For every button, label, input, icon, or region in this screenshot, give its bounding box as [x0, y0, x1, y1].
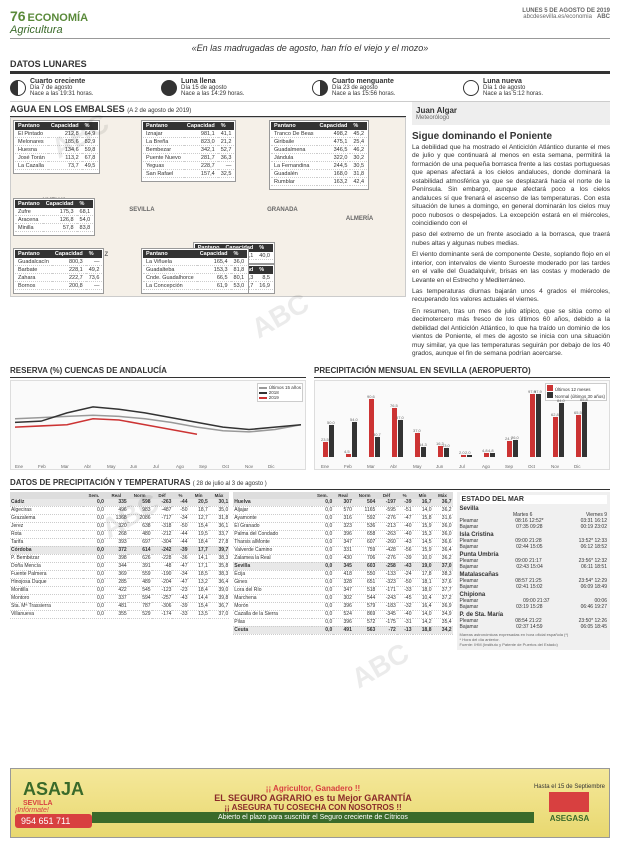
moon-icon — [463, 80, 479, 96]
bar — [559, 403, 564, 456]
bar — [421, 447, 426, 456]
ad-phone: 954 651 711 — [15, 814, 92, 828]
article-paragraph: El viento dominante será de componente O… — [412, 251, 610, 285]
bar — [323, 442, 328, 457]
chart-legend: Últimos 12 meses Normal (últimos 30 años… — [545, 383, 607, 401]
lunar-phase: Luna nuevaDía 1 de agostoNace a las 5:12… — [463, 78, 610, 97]
author-box: Juan Algar Meteorólogo — [412, 102, 610, 125]
bar — [444, 448, 449, 456]
pantano-table: PantanoCapacidad%Iznajar981,141,1La Breñ… — [141, 120, 236, 182]
bar — [484, 453, 489, 456]
reserva-title: RESERVA (%) CUENCAS DE ANDALUCÍA — [10, 366, 306, 378]
bar — [375, 437, 380, 457]
article-paragraph: En resumen, tras un mes de julio atípico… — [412, 308, 610, 359]
lunar-phase: Cuarto crecienteDía 7 de agostoNace a la… — [10, 78, 157, 97]
date-info: LUNES 5 DE AGOSTO DE 2019 abcdesevilla.e… — [522, 8, 610, 20]
lunar-phases: Cuarto crecienteDía 7 de agostoNace a la… — [10, 72, 610, 102]
precip-chart: Últimos 12 meses Normal (últimos 30 años… — [314, 380, 610, 470]
moon-icon — [161, 80, 177, 96]
bar — [398, 420, 403, 456]
pantano-table: PantanoCapacidad%Guadalcacín800,3—Barbat… — [13, 248, 104, 294]
pantano-table: PantanoCapacidad%El Pintado212,864,9Melo… — [13, 120, 100, 174]
section-title: ECONOMÍA — [28, 12, 89, 24]
andalucia-map: CÓRDOBAJAÉNHUELVASEVILLAGRANADAALMERÍACÁ… — [10, 117, 406, 297]
ad-logo: AASAJASAJASEVILLA — [15, 779, 92, 807]
bar — [507, 441, 512, 457]
bar — [369, 399, 374, 457]
article-paragraph: La debilidad que ha mostrado el Anticicl… — [412, 144, 610, 228]
bar — [513, 440, 518, 457]
bar — [530, 394, 535, 456]
bar — [536, 394, 541, 456]
bar — [467, 455, 472, 456]
reserva-chart: Últimos 15 años 2018 2019EneFebMarAbrMay… — [10, 380, 306, 470]
data-title: DATOS DE PRECIPITACIÓN Y TEMPERATURAS ( … — [10, 478, 610, 490]
pantano-table: PantanoCapacidad%Tranco De Beas498,245,2… — [269, 120, 369, 190]
bar — [352, 422, 357, 456]
bar — [553, 417, 558, 457]
bar — [582, 402, 587, 457]
agua-title: AGUA EN LOS EMBALSES (A 2 de agosto de 2… — [10, 102, 406, 117]
article-paragraph: paso del extremo de un frente asociado a… — [412, 231, 610, 248]
map-province-label: SEVILLA — [129, 207, 154, 213]
lunar-phase: Cuarto menguanteDía 23 de agostoNace a l… — [312, 78, 459, 97]
bar — [461, 455, 466, 456]
quote: «En las madrugadas de agosto, han frío e… — [10, 39, 610, 57]
moon-icon — [312, 80, 328, 96]
bar — [576, 415, 581, 457]
page-header: 76 ECONOMÍA Agricultura LUNES 5 DE AGOST… — [10, 8, 610, 39]
pantano-table: PantanoCapacidad%La Viñuela165,436,0Guad… — [141, 248, 249, 294]
pantano-table: PantanoCapacidad%Zufre175,368,1Aracena12… — [13, 198, 95, 236]
data-column: Sem.RealNormDéf%MínMáxCádiz0,0335598-263… — [10, 492, 229, 650]
bar — [329, 425, 334, 457]
lunar-phase: Luna llenaDía 15 de agostoNace a las 14:… — [161, 78, 308, 97]
lunar-title: DATOS LUNARES — [10, 57, 610, 72]
page-number: 76 — [10, 8, 26, 24]
article-body: La debilidad que ha mostrado el Anticicl… — [412, 144, 610, 362]
subsection-title: Agricultura — [10, 24, 63, 36]
precip-chart-title: PRECIPITACIÓN MENSUAL EN SEVILLA (AEROPU… — [314, 366, 610, 378]
sea-title: ESTADO DEL MAR — [460, 495, 607, 504]
map-province-label: GRANADA — [267, 207, 298, 213]
article-title: Sigue dominando el Poniente — [412, 129, 610, 144]
advertisement: AASAJASAJASEVILLA ¡Infórmate! 954 651 71… — [10, 768, 610, 838]
bar — [490, 453, 495, 456]
sea-state-box: ESTADO DEL MARSevillaMartes 6Viernes 9Pl… — [457, 492, 610, 650]
moon-icon — [10, 80, 26, 96]
bar — [346, 454, 351, 457]
article-paragraph: Las temperaturas diurnas bajarán unos 4 … — [412, 288, 610, 305]
map-province-label: ALMERÍA — [346, 216, 373, 222]
data-column: Sem.RealNormDéf%MínMáxHuelva0,0307504-19… — [233, 492, 452, 650]
